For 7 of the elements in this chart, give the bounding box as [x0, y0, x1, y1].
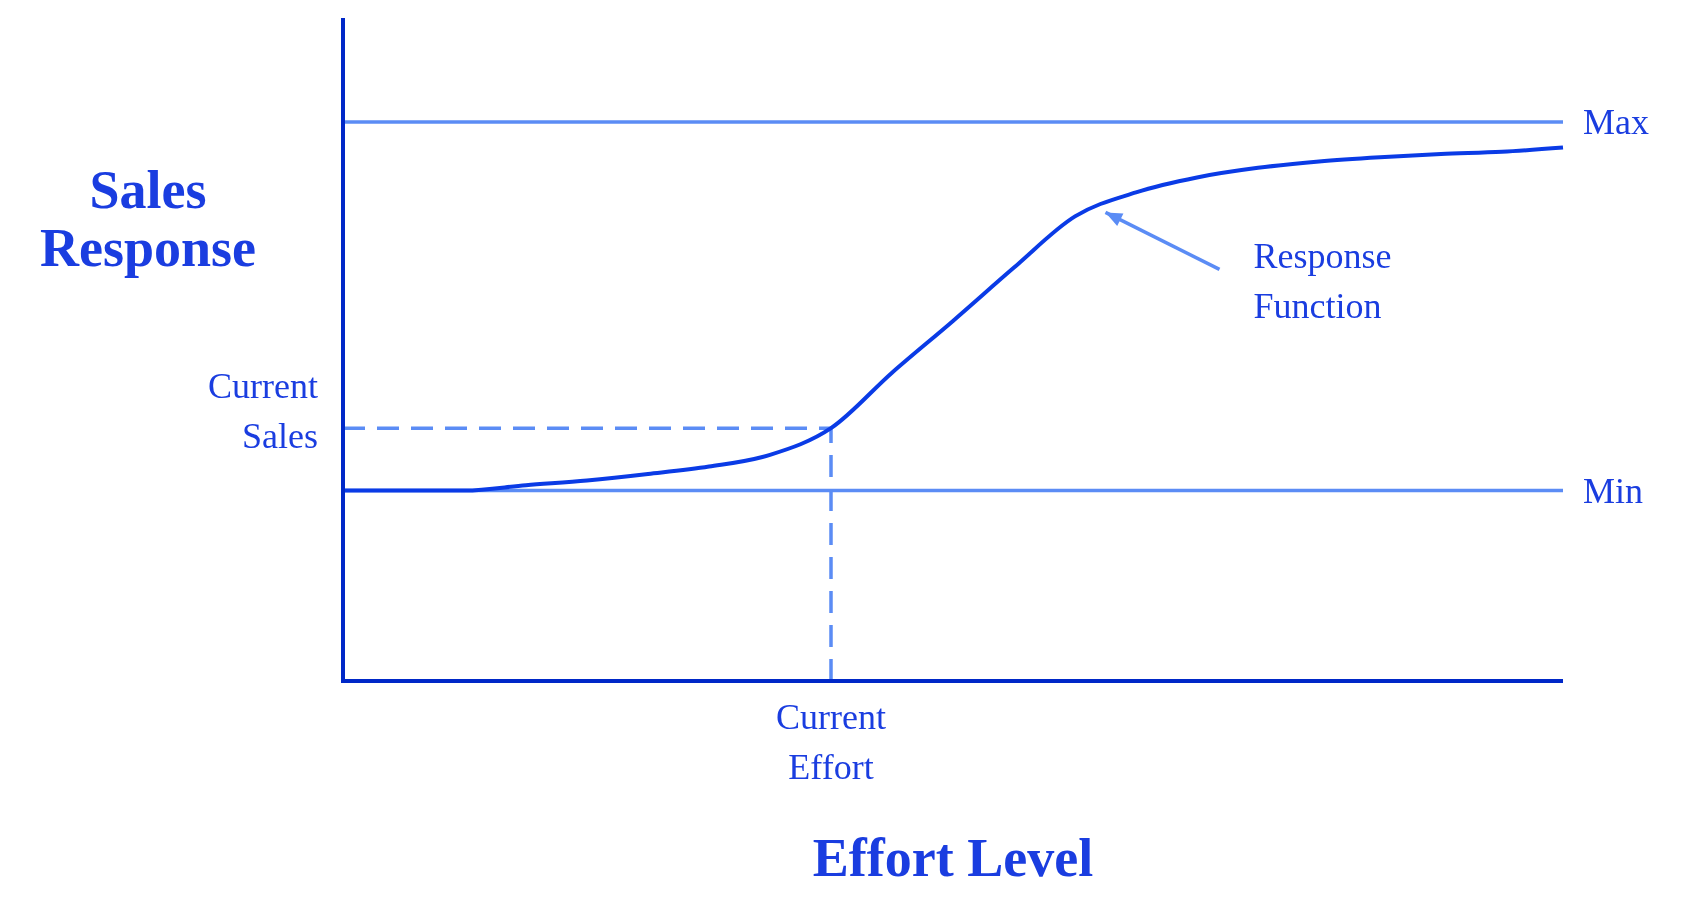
ref-line-label: Min — [1583, 470, 1644, 511]
x-axis-title: Effort Level — [812, 828, 1094, 888]
ref-line-label: Max — [1583, 101, 1649, 142]
annotation: Response Function — [1253, 236, 1392, 327]
y-axis-title: Sales Response — [39, 160, 257, 278]
text: Current Effort — [776, 697, 886, 787]
ref-line-label: Current Sales — [208, 366, 318, 457]
